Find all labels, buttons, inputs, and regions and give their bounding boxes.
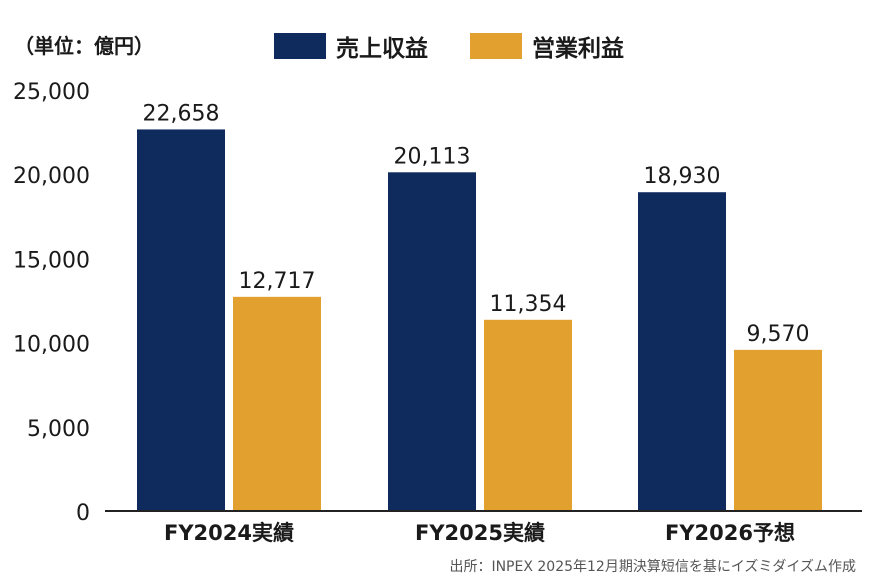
legend-item-operating-profit: 営業利益 <box>470 29 624 63</box>
data-label-operating-profit: 11,354 <box>490 292 567 317</box>
y-tick-label: 10,000 <box>13 333 90 358</box>
legend-item-revenue: 売上収益 <box>274 29 428 63</box>
source-note: 出所：INPEX 2025年12月期決算短信を基にイズミダイズム作成 <box>449 559 856 575</box>
y-tick-label: 5,000 <box>27 417 90 442</box>
bar-revenue <box>388 172 476 512</box>
x-tick-label: FY2026予想 <box>665 521 795 545</box>
bar-operating-profit <box>484 319 572 511</box>
bar-revenue <box>638 192 726 511</box>
y-tick-label: 20,000 <box>13 164 90 189</box>
data-label-revenue: 20,113 <box>394 144 471 169</box>
data-label-operating-profit: 9,570 <box>747 322 810 347</box>
unit-label: （単位：億円） <box>14 34 154 58</box>
data-label-revenue: 18,930 <box>644 164 721 189</box>
legend-label-operating-profit: 営業利益 <box>532 36 624 62</box>
x-tick-label: FY2025実績 <box>415 521 545 545</box>
bar-operating-profit <box>734 349 822 511</box>
legend-swatch-revenue <box>274 33 326 59</box>
data-label-operating-profit: 12,717 <box>239 269 316 294</box>
bar-revenue <box>137 129 225 512</box>
x-tick-label: FY2024実績 <box>164 521 294 545</box>
y-tick-label: 0 <box>76 501 90 526</box>
legend-label-revenue: 売上収益 <box>336 36 428 62</box>
y-tick-label: 15,000 <box>13 248 90 273</box>
y-tick-label: 25,000 <box>13 80 90 105</box>
legend-swatch-operating-profit <box>470 33 522 59</box>
bar-operating-profit <box>233 296 321 511</box>
data-label-revenue: 22,658 <box>143 101 220 126</box>
